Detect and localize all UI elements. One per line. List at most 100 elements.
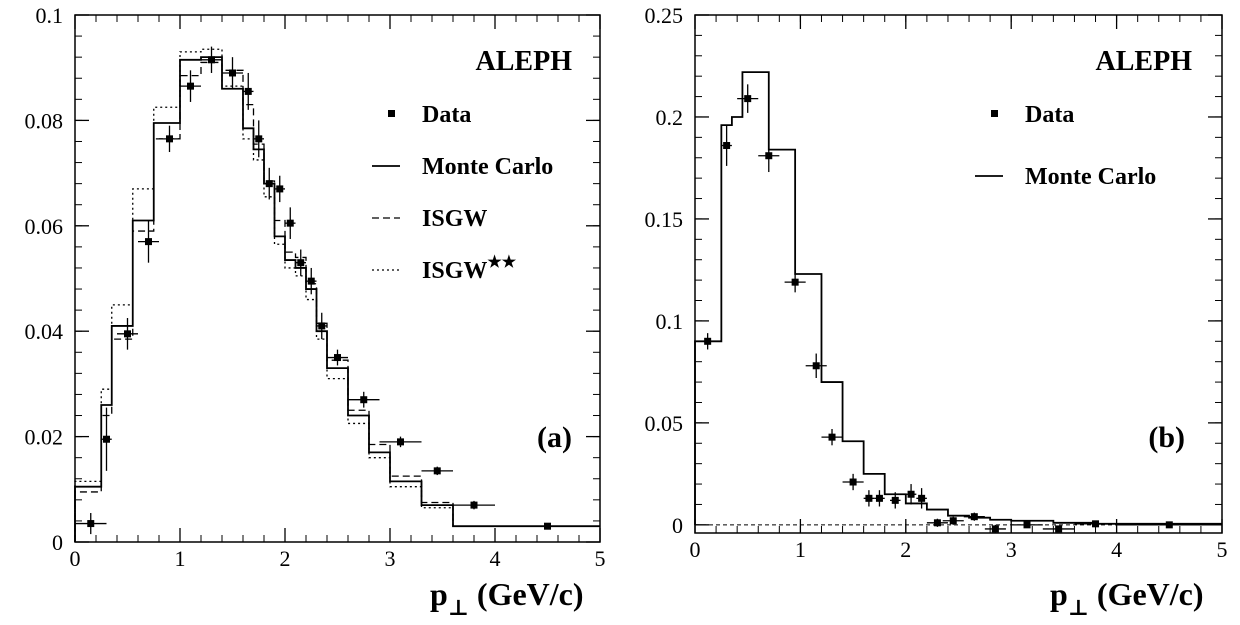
legend-label: ISGW	[422, 206, 487, 232]
data-marker	[991, 525, 999, 533]
data-marker	[828, 433, 836, 441]
legend-label: ISGW★★	[422, 254, 517, 284]
data-marker	[723, 142, 731, 150]
data-marker	[933, 519, 941, 527]
data-point	[942, 516, 964, 525]
data-marker	[765, 152, 773, 160]
y-tick-label: 0	[52, 530, 63, 555]
y-tick-label: 0.2	[656, 105, 684, 130]
data-point	[453, 500, 495, 510]
x-tick-label: 1	[795, 537, 806, 562]
data-point	[495, 522, 600, 530]
data-point	[101, 407, 112, 471]
data-point	[159, 125, 180, 153]
data-point	[379, 436, 422, 448]
x-axis-subscript: ⊥	[1068, 595, 1089, 620]
data-point	[784, 271, 806, 293]
data-point	[963, 512, 985, 521]
x-tick-label: 5	[1217, 537, 1228, 562]
legend-entry: Monte Carlo	[975, 164, 1156, 190]
data-point	[984, 524, 1006, 533]
x-axis-subscript: ⊥	[448, 595, 469, 620]
histogram-solid	[694, 71, 1222, 525]
data-point	[327, 349, 348, 366]
data-marker	[791, 278, 799, 286]
y-tick-label: 0.06	[25, 214, 64, 239]
data-marker	[744, 95, 752, 103]
legend-entry: ISGW	[372, 206, 487, 232]
data-marker	[1165, 521, 1173, 529]
data-marker	[397, 438, 404, 446]
data-marker	[865, 494, 873, 502]
y-tick-label: 0.05	[645, 411, 684, 436]
data-marker	[812, 362, 820, 370]
x-tick-label: 2	[280, 546, 291, 571]
data-marker	[286, 219, 294, 227]
data-marker	[265, 180, 273, 188]
data-marker	[949, 517, 957, 525]
y-tick-label: 0.1	[656, 309, 684, 334]
x-tick-label: 1	[175, 546, 186, 571]
x-tick-label: 5	[595, 546, 606, 571]
x-tick-label: 3	[385, 546, 396, 571]
data-point	[316, 312, 327, 340]
x-tick-label: 0	[690, 537, 701, 562]
data-point	[926, 518, 948, 527]
data-point	[201, 46, 222, 73]
data-marker	[318, 322, 326, 330]
data-marker	[145, 238, 152, 246]
data-marker	[704, 337, 712, 345]
data-point	[1011, 521, 1043, 529]
legend-label: Monte Carlo	[422, 154, 553, 180]
data-marker	[244, 87, 252, 95]
data-point	[842, 473, 864, 491]
data-point	[285, 207, 296, 239]
data-marker	[297, 259, 305, 267]
data-point	[695, 333, 721, 350]
x-tick-label: 4	[1111, 537, 1122, 562]
data-point	[138, 220, 159, 263]
y-tick-label: 0.02	[25, 425, 64, 450]
data-marker	[918, 494, 926, 502]
data-marker	[970, 513, 978, 521]
data-point	[253, 120, 264, 158]
panel-b: 0 1 2 3 4 5 0 0.05 0.1 0.15 0.2 0.25 ALEPH Data Monte …	[645, 3, 1228, 620]
x-tick-label: 3	[1006, 537, 1017, 562]
data-point	[421, 466, 453, 476]
data-point	[274, 175, 285, 203]
plot-frame	[74, 14, 601, 543]
legend-label: Data	[422, 102, 471, 128]
legend-entry: Data	[991, 102, 1074, 128]
x-tick-label: 0	[70, 546, 81, 571]
data-point	[721, 125, 732, 166]
legend-label: Monte Carlo	[1025, 164, 1156, 190]
y-tick-label: 0.08	[25, 108, 64, 133]
data-marker	[544, 522, 551, 530]
data-point	[874, 490, 885, 507]
data-marker	[276, 185, 284, 193]
x-axis-label: p⊥ (GeV/c)	[430, 576, 584, 620]
data-marker	[208, 56, 215, 64]
data-point	[264, 167, 275, 200]
data-point	[1042, 525, 1075, 533]
data-point	[863, 490, 875, 507]
x-tick-label: 4	[490, 546, 501, 571]
y-tick-label: 0.04	[25, 319, 64, 344]
data-point	[916, 488, 927, 509]
data-point	[295, 249, 306, 276]
y-tick-label: 0	[672, 513, 683, 538]
data-marker	[87, 520, 95, 528]
data-point	[889, 492, 901, 509]
data-point	[758, 139, 780, 173]
data-marker	[229, 69, 236, 77]
y-tick-label: 0.25	[645, 3, 684, 28]
x-axis-unit: (GeV/c)	[1097, 576, 1204, 612]
histogram-dashed	[74, 61, 600, 542]
data-marker	[907, 490, 915, 498]
histogram-dotted	[74, 48, 600, 542]
data-marker	[891, 496, 899, 504]
data-marker	[103, 435, 110, 443]
data-marker	[187, 82, 194, 90]
